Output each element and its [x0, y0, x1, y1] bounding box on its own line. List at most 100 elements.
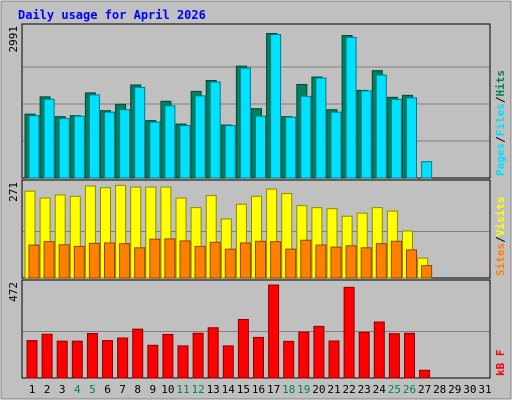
panel-legend: kB F [494, 350, 507, 377]
panel-kbytes: 472 kB F [7, 279, 507, 379]
x-tick-label: 5 [89, 383, 96, 396]
legend-item: Visits [494, 197, 507, 237]
legend-item: Hits [494, 70, 507, 97]
bar-files [88, 94, 100, 179]
bar-files [255, 115, 266, 179]
x-tick-label: 9 [149, 383, 156, 396]
bar-kb-f [404, 332, 415, 379]
x-axis-labels: 1 2 3 4 5 6 7 8 9 10 11 12 13 14 15 16 17 18 19 20 21 22 23 24 2… [29, 383, 492, 396]
bar-sites [360, 247, 372, 279]
bar-sites [345, 245, 357, 279]
bar-sites [315, 244, 327, 279]
bar-files [421, 161, 433, 179]
bar-kb-f [102, 340, 113, 379]
x-tick-label: 30 [463, 383, 476, 396]
x-tick-label: 27 [418, 383, 431, 396]
bar-files [164, 105, 176, 179]
bar-kb-f [253, 336, 264, 379]
bar-sites [28, 244, 40, 279]
bar-sites [73, 245, 85, 279]
x-tick-label: 4 [74, 383, 81, 396]
bar-kb-f [162, 333, 174, 379]
legend-label: Pages/Files/Hits [494, 70, 507, 176]
panel-legend: Sites/Visits [494, 197, 507, 277]
bar-kb-f [237, 318, 249, 379]
panel-max-label: 2991 [7, 26, 20, 53]
panel-legend: Pages/Files/Hits [494, 70, 507, 176]
bar-sites [43, 241, 55, 279]
x-tick-label: 28 [433, 383, 446, 396]
bar-kb-f [268, 284, 280, 379]
bar-files [330, 111, 342, 179]
legend-item: kB F [494, 350, 507, 377]
bar-files [224, 125, 236, 179]
x-tick-label: 2 [44, 383, 51, 396]
bar-sites [194, 245, 206, 279]
bar-sites [58, 244, 70, 279]
bar-kb-f [207, 327, 219, 379]
bar-files [270, 34, 282, 179]
x-tick-label: 17 [267, 383, 280, 396]
panel-max-label: 472 [7, 282, 20, 302]
bar-kb-f [41, 333, 53, 379]
x-tick-label: 6 [104, 383, 111, 396]
legend-separator: / [494, 236, 507, 243]
bar-sites [104, 242, 115, 279]
x-tick-label: 11 [176, 383, 189, 396]
x-tick-label: 16 [252, 383, 265, 396]
bar-files [360, 90, 372, 179]
legend-separator: / [494, 136, 507, 143]
bar-sites [330, 246, 342, 279]
x-tick-label: 29 [448, 383, 461, 396]
bar-sites [375, 243, 387, 279]
chart-panels: 2991Pages/Files/Hits271Sites/Visits472kB… [7, 23, 507, 379]
bar-files [390, 98, 402, 179]
x-tick-label: 8 [134, 383, 141, 396]
bar-kb-f [358, 331, 370, 379]
bar-files [194, 95, 206, 179]
x-tick-label: 18 [282, 383, 295, 396]
bar-kb-f [313, 325, 325, 379]
bar-sites [224, 248, 236, 279]
bar-files [406, 97, 417, 179]
legend-label: kB F [494, 350, 507, 377]
x-tick-label: 31 [478, 383, 491, 396]
panel-max-label: 271 [7, 182, 20, 202]
bar-files [179, 125, 191, 179]
x-tick-label: 13 [207, 383, 220, 396]
x-tick-label: 7 [119, 383, 126, 396]
bar-files [315, 77, 327, 179]
bar-kb-f [298, 331, 310, 379]
bar-sites [179, 240, 191, 279]
x-tick-label: 23 [358, 383, 371, 396]
bar-kb-f [343, 286, 355, 379]
bar-files [285, 116, 297, 179]
bar-sites [406, 249, 417, 279]
bar-kb-f [71, 340, 83, 379]
bar-files [149, 121, 161, 179]
bar-kb-f [117, 337, 129, 379]
bar-sites [239, 242, 251, 279]
bar-kb-f [147, 344, 159, 379]
x-tick-label: 20 [312, 383, 325, 396]
x-tick-label: 22 [342, 383, 355, 396]
bar-kb-f [222, 345, 234, 379]
legend-item: Pages [494, 143, 507, 176]
chart-title: Daily usage for April 2026 [18, 8, 206, 22]
x-tick-label: 1 [29, 383, 36, 396]
bar-sites [209, 241, 221, 279]
bar-sites [88, 242, 100, 279]
bar-sites [134, 247, 146, 279]
bar-sites [421, 265, 433, 279]
bar-files [119, 109, 131, 179]
x-tick-label: 14 [222, 383, 236, 396]
bar-files [28, 115, 40, 179]
bar-kb-f [56, 340, 68, 379]
x-tick-label: 10 [161, 383, 174, 396]
bar-kb-f [132, 328, 144, 379]
bar-files [134, 86, 146, 179]
bar-files [58, 118, 70, 179]
bar-sites [390, 240, 402, 279]
x-tick-label: 15 [237, 383, 250, 396]
bar-sites [119, 243, 131, 279]
